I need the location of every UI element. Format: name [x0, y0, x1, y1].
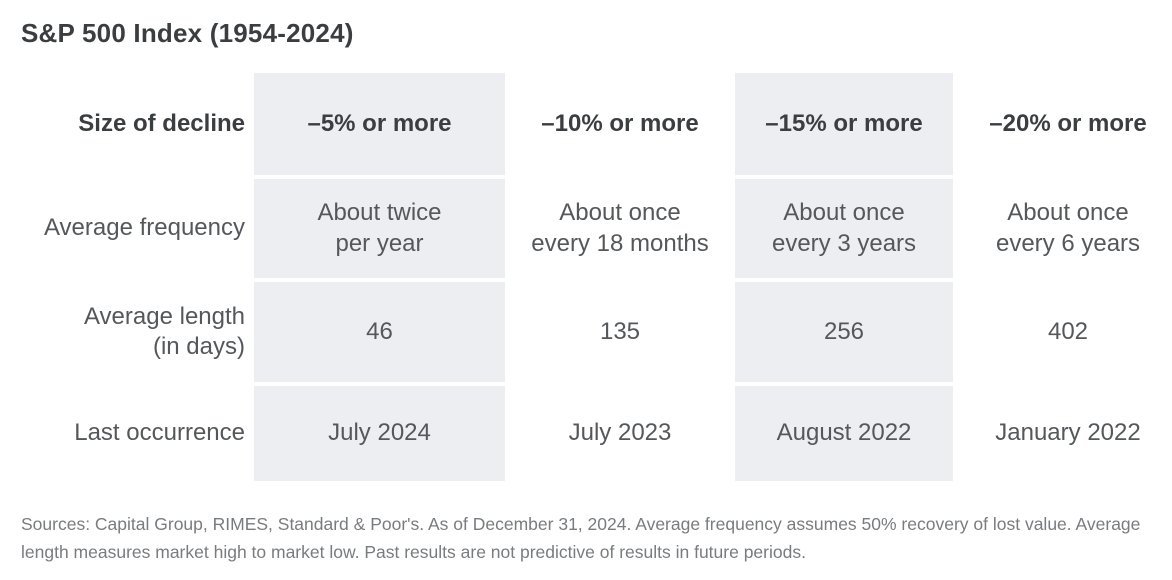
page-title: S&P 500 Index (1954-2024)	[21, 18, 354, 48]
col-header-5pct: –5% or more	[254, 73, 505, 175]
value-frequency-15pct: About once every 3 years	[735, 179, 953, 278]
value-occurrence-15pct: August 2022	[735, 386, 953, 481]
source-footnote: Sources: Capital Group, RIMES, Standard …	[21, 514, 1141, 562]
value-occurrence-20pct: January 2022	[995, 419, 1141, 447]
row-label-average-frequency: Average frequency	[43, 214, 245, 242]
col-header-15pct: –15% or more	[735, 73, 953, 175]
value-length-15pct: 256	[735, 282, 953, 382]
decline-stats-table: Size of decline –5% or more –10% or more…	[21, 73, 1167, 481]
value-occurrence-5pct: July 2024	[254, 386, 505, 481]
col-header-10pct: –10% or more	[541, 109, 699, 137]
value-frequency-10pct: About once every 18 months	[531, 199, 709, 257]
value-length-10pct: 135	[599, 317, 641, 345]
value-occurrence-10pct: July 2023	[568, 419, 672, 447]
col-header-20pct: –20% or more	[989, 109, 1147, 137]
value-frequency-20pct: About once every 6 years	[995, 199, 1141, 257]
row-label-average-length: Average length (in days)	[83, 302, 245, 360]
value-length-5pct: 46	[254, 282, 505, 382]
row-label-last-occurrence: Last occurrence	[74, 419, 245, 447]
row-header-size-of-decline: Size of decline	[78, 109, 245, 137]
value-length-20pct: 402	[1047, 317, 1089, 345]
value-frequency-5pct: About twice per year	[254, 179, 505, 278]
